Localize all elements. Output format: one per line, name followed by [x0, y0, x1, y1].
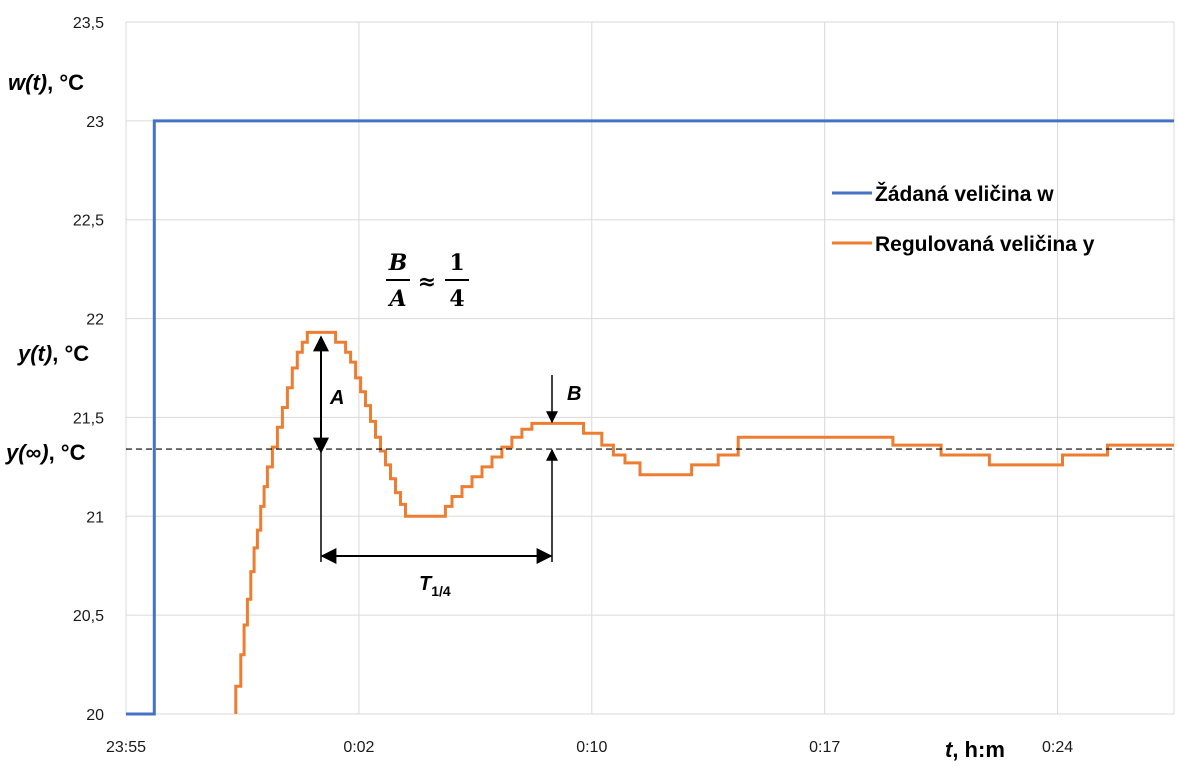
- y-tick-label: 23: [86, 114, 104, 131]
- formula-denominator-a: A: [387, 286, 406, 312]
- amplitude-b-label: B: [567, 383, 581, 405]
- y-tick-label: 23,5: [73, 15, 104, 32]
- formula-numerator-b: B: [388, 250, 408, 276]
- legend: Žádaná veličina w Regulovaná veličina y: [832, 182, 1095, 256]
- y-axis-label-yinf: y(∞), °C: [5, 440, 86, 465]
- formula-approx-sign: ≈: [418, 269, 436, 295]
- y-tick-label: 21: [86, 509, 104, 526]
- y-tick-label: 20,5: [73, 608, 104, 625]
- annotations: A B T1/4: [313, 335, 581, 599]
- y-axis-label-w: w(t), °C: [8, 70, 84, 95]
- amplitude-a-label: A: [329, 387, 344, 409]
- x-tick-label: 0:02: [343, 739, 374, 756]
- legend-label-y: Regulovaná veličina y: [875, 233, 1095, 256]
- period-label: T1/4: [419, 573, 451, 599]
- y-tick-label: 20: [86, 707, 104, 724]
- y-axis-label-y: y(t), °C: [17, 341, 89, 366]
- y-tick-label: 22: [86, 312, 104, 329]
- x-tick-label: 23:55: [106, 739, 146, 756]
- setpoint-w-line: [126, 119, 1174, 716]
- formula-denominator-4: 4: [449, 286, 464, 312]
- ratio-formula: B A ≈ 1 4: [386, 250, 469, 312]
- grid: [125, 21, 1175, 715]
- y-tick-label: 21,5: [73, 410, 104, 427]
- x-tick-label: 0:17: [809, 739, 840, 756]
- x-tick-labels: 23:55 0:02 0:10 0:17 0:24: [106, 739, 1073, 756]
- y-tick-labels: 20 20,5 21 21,5 22 22,5 23 23,5: [73, 15, 104, 724]
- legend-label-w: Žádaná veličina w: [875, 182, 1054, 206]
- x-axis-label: t, h:m: [945, 737, 1005, 762]
- formula-numerator-1: 1: [449, 250, 464, 276]
- controlled-y-line: [234, 330, 1174, 714]
- series-lines: [126, 119, 1174, 716]
- x-tick-label: 0:10: [576, 739, 607, 756]
- x-tick-label: 0:24: [1042, 739, 1073, 756]
- y-tick-label: 22,5: [73, 213, 104, 230]
